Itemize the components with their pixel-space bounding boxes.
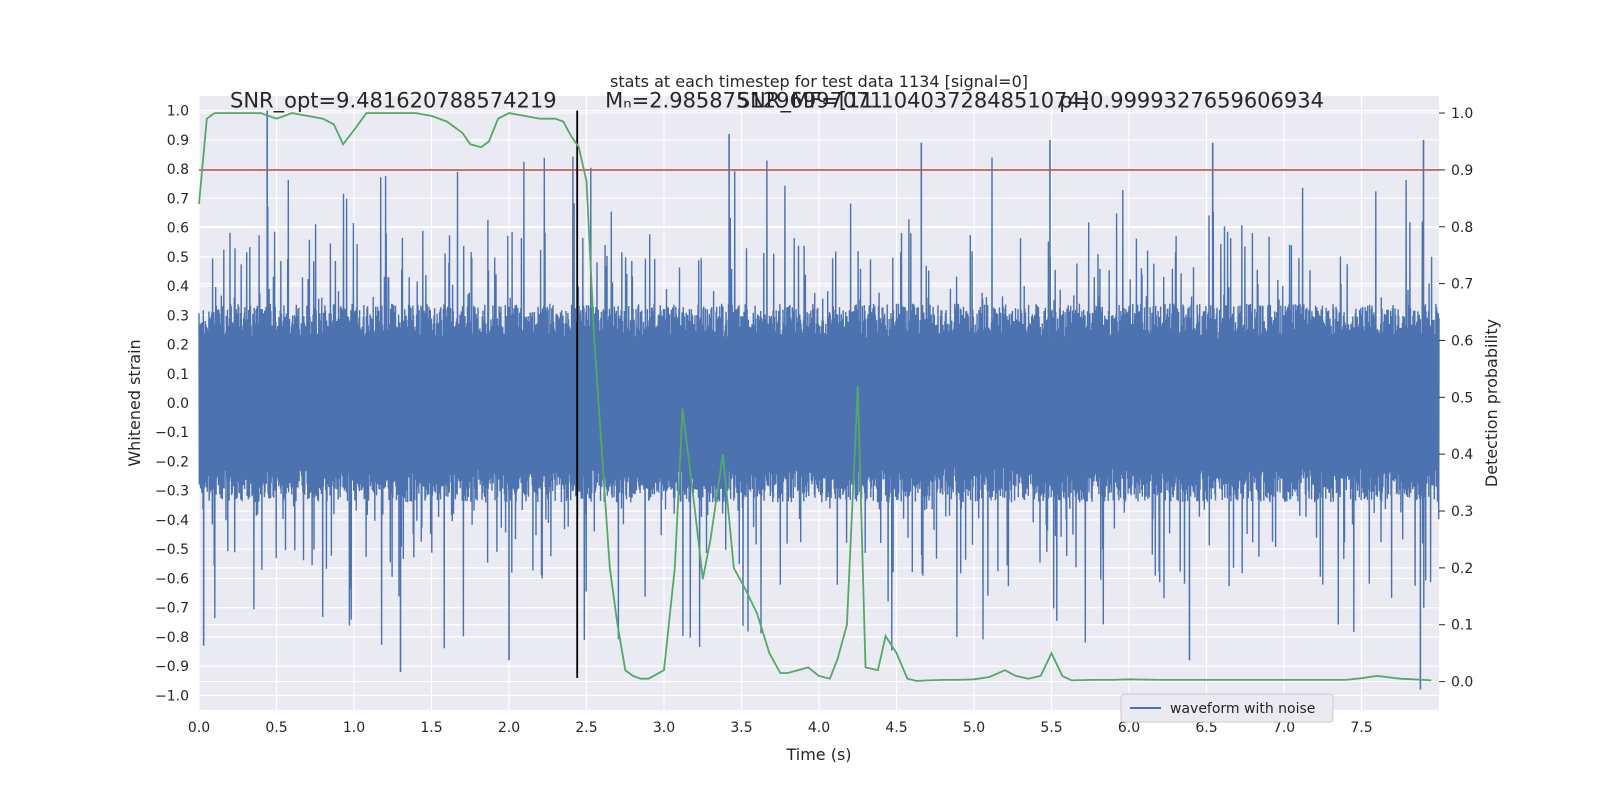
probability-line [198, 112, 1432, 682]
annotation-text: p=0.9999327659606934 [1059, 89, 1324, 113]
overlay-lines [199, 110, 1439, 678]
y-tick-label: 0.5 [167, 250, 189, 266]
y-tick-label: 1.0 [167, 104, 189, 120]
y-right-axis-label: Detection probability [1482, 319, 1501, 487]
y-right-tick-label: 0.2 [1451, 561, 1473, 577]
waveform-series [198, 110, 1440, 690]
x-tick-label: 6.0 [1118, 720, 1140, 736]
x-tick-label: 0.5 [265, 720, 287, 736]
annotation-text: SNR_opt=9.481620788574219 [230, 89, 557, 114]
y-right-tick-label: 0.6 [1451, 333, 1473, 349]
y-tick-label: −1.0 [155, 688, 189, 704]
y-tick-label: −0.2 [155, 454, 189, 470]
annotation-text: Mₙ=2.9858751296997071 [605, 89, 883, 113]
y-tick-label: −0.1 [155, 425, 189, 441]
y-right-tick-label: 0.1 [1451, 618, 1473, 634]
y-right-tick-label: 0.7 [1451, 277, 1473, 293]
legend-label-waveform: waveform with noise [1170, 701, 1315, 717]
x-tick-label: 4.0 [808, 720, 830, 736]
chart-title: stats at each timestep for test data 113… [610, 72, 1028, 91]
y-tick-label: 0.6 [167, 221, 189, 237]
y-axis-label: Whitened strain [125, 339, 144, 466]
y-tick-label: 0.2 [167, 338, 189, 354]
y-tick-label: −0.5 [155, 542, 189, 558]
x-tick-label: 3.0 [653, 720, 675, 736]
y-right-tick-label: 0.3 [1451, 504, 1473, 520]
probability-series [198, 112, 1432, 682]
x-tick-label: 5.5 [1040, 720, 1062, 736]
x-tick-label: 2.5 [575, 720, 597, 736]
y-right-tick-label: 0.4 [1451, 447, 1473, 463]
y-right-tick-label: 1.0 [1451, 106, 1473, 122]
x-tick-label: 3.5 [730, 720, 752, 736]
y-tick-label: 0.3 [167, 308, 189, 324]
y-tick-label: −0.8 [155, 630, 189, 646]
y-right-tick-label: 0.0 [1451, 675, 1473, 691]
x-tick-label: 1.5 [420, 720, 442, 736]
y-tick-label: 0.8 [167, 162, 189, 178]
y-tick-label: −0.4 [155, 513, 189, 529]
x-tick-label: 0.0 [188, 720, 210, 736]
y-tick-label: 0.9 [167, 133, 189, 149]
y-right-tick-label: 0.9 [1451, 163, 1473, 179]
x-tick-label: 1.0 [343, 720, 365, 736]
annotations: SNR_opt=9.481620788574219 Mₙ=2.9858751296… [230, 89, 1324, 114]
legend: waveform with noise [1120, 693, 1334, 723]
annotation-text: SNR_MF=[11.104037284851074] [737, 89, 1089, 114]
x-tick-label: 5.0 [963, 720, 985, 736]
y-tick-label: −0.6 [155, 571, 189, 587]
y-tick-label: 0.7 [167, 191, 189, 207]
x-tick-label: 7.5 [1350, 720, 1372, 736]
waveform-line [198, 156, 1440, 651]
y-tick-label: 0.1 [167, 367, 189, 383]
x-axis-label: Time (s) [785, 745, 851, 764]
y-tick-label: −0.9 [155, 659, 189, 675]
y-tick-label: 0.0 [167, 396, 189, 412]
y-tick-label: −0.7 [155, 601, 189, 617]
x-tick-label: 7.0 [1273, 720, 1295, 736]
y-right-tick-label: 0.8 [1451, 220, 1473, 236]
y-tick-label: 0.4 [167, 279, 189, 295]
tick-labels: 0.0 0.5 1.0 1.5 2.0 2.5 3.0 3.5 4.0 4.5 5.0 5.5 6.0 6… [155, 104, 1473, 736]
y-tick-label: −0.3 [155, 484, 189, 500]
x-tick-label: 2.0 [498, 720, 520, 736]
x-tick-label: 4.5 [885, 720, 907, 736]
y-right-tick-label: 0.5 [1451, 390, 1473, 406]
x-tick-label: 6.5 [1195, 720, 1217, 736]
